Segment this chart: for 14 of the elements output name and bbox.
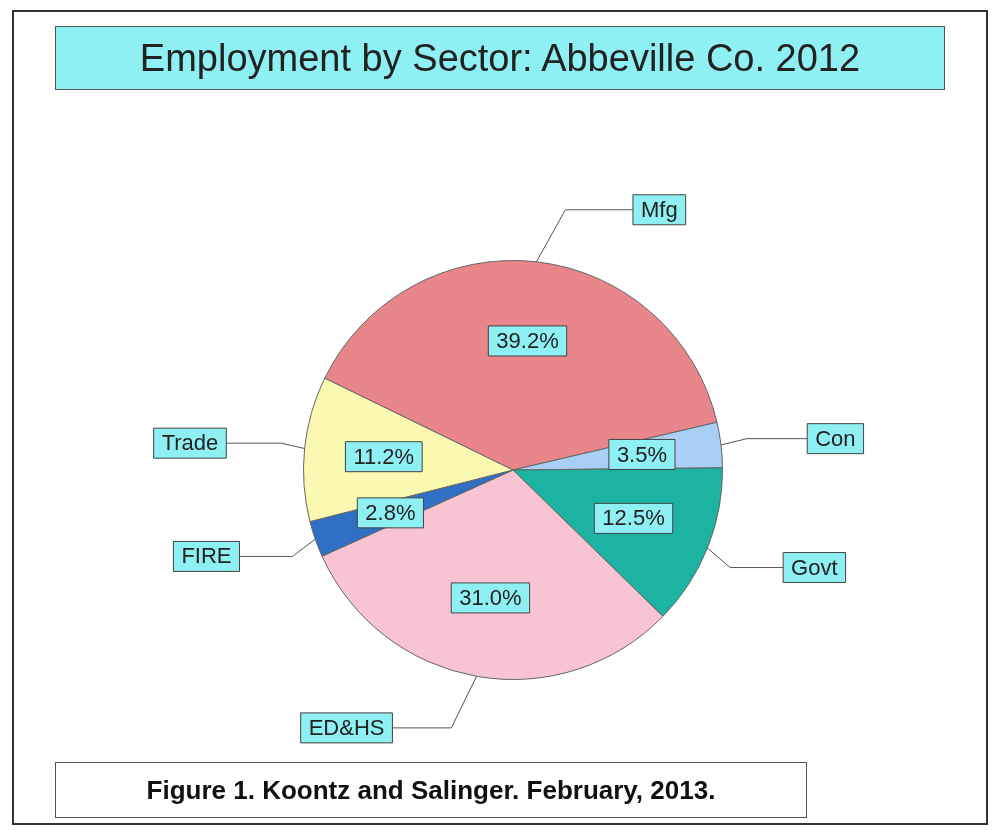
chart-title: Employment by Sector: Abbeville Co. 2012 — [55, 26, 945, 90]
slice-label: Mfg — [640, 196, 678, 222]
slice-label: Con — [815, 425, 856, 451]
data-label: 3.5% — [616, 441, 668, 467]
slice-label: ED&HS — [308, 714, 385, 740]
data-label: 31.0% — [459, 584, 522, 610]
slice-label: Trade — [161, 430, 219, 456]
caption: Figure 1. Koontz and Salinger. February, 2013. — [55, 762, 807, 818]
data-label: 39.2% — [496, 327, 559, 353]
slice-label: FIRE — [181, 543, 232, 569]
data-label: 12.5% — [602, 505, 665, 531]
slice-label: Govt — [791, 554, 838, 580]
data-label: 2.8% — [365, 499, 416, 525]
data-label: 11.2% — [353, 443, 415, 469]
